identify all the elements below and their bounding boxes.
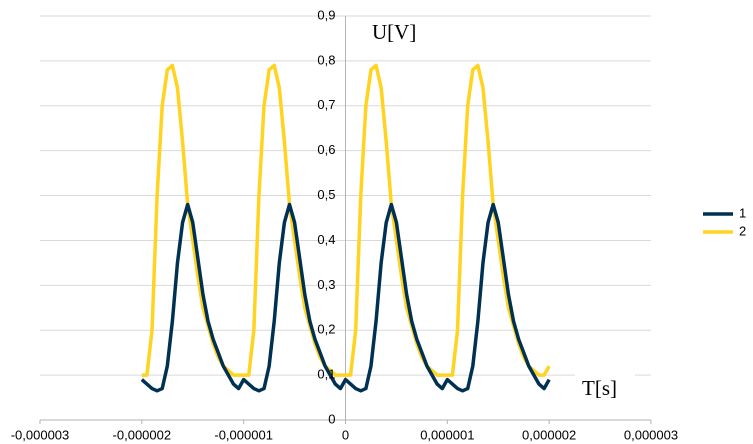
y-tick-label: 0,4 [317, 232, 335, 247]
y-axis-label: U[V] [372, 20, 416, 44]
x-tick-label: -0,000001 [214, 427, 273, 442]
legend-label: 2 [739, 223, 746, 238]
x-axis-label: T[s] [582, 376, 617, 400]
plot [140, 63, 551, 393]
x-tick-label: 0,000001 [420, 427, 474, 442]
y-tick-label: 0,5 [317, 187, 335, 202]
y-tick-label: 0,9 [317, 7, 335, 22]
x-tick-label: 0,000002 [522, 427, 576, 442]
x-tick-label: 0 [342, 427, 349, 442]
y-tick-label: 0,8 [317, 52, 335, 67]
series-line [140, 202, 551, 393]
x-tick-label: -0,000002 [113, 427, 172, 442]
x-tick-label: 0,000003 [624, 427, 678, 442]
y-tick-label: 0,7 [317, 97, 335, 112]
y-tick-label: 0,3 [317, 277, 335, 292]
y-tick-label: 0 [328, 411, 335, 426]
x-tick-label: -0,000003 [11, 427, 70, 442]
y-tick-label: 0,6 [317, 142, 335, 157]
label-bg [365, 18, 450, 50]
label-bg [575, 374, 635, 406]
y-tick-label: 0,1 [317, 367, 335, 382]
grid [39, 15, 652, 424]
legend-label: 1 [739, 205, 746, 220]
y-tick-label: 0,2 [317, 322, 335, 337]
